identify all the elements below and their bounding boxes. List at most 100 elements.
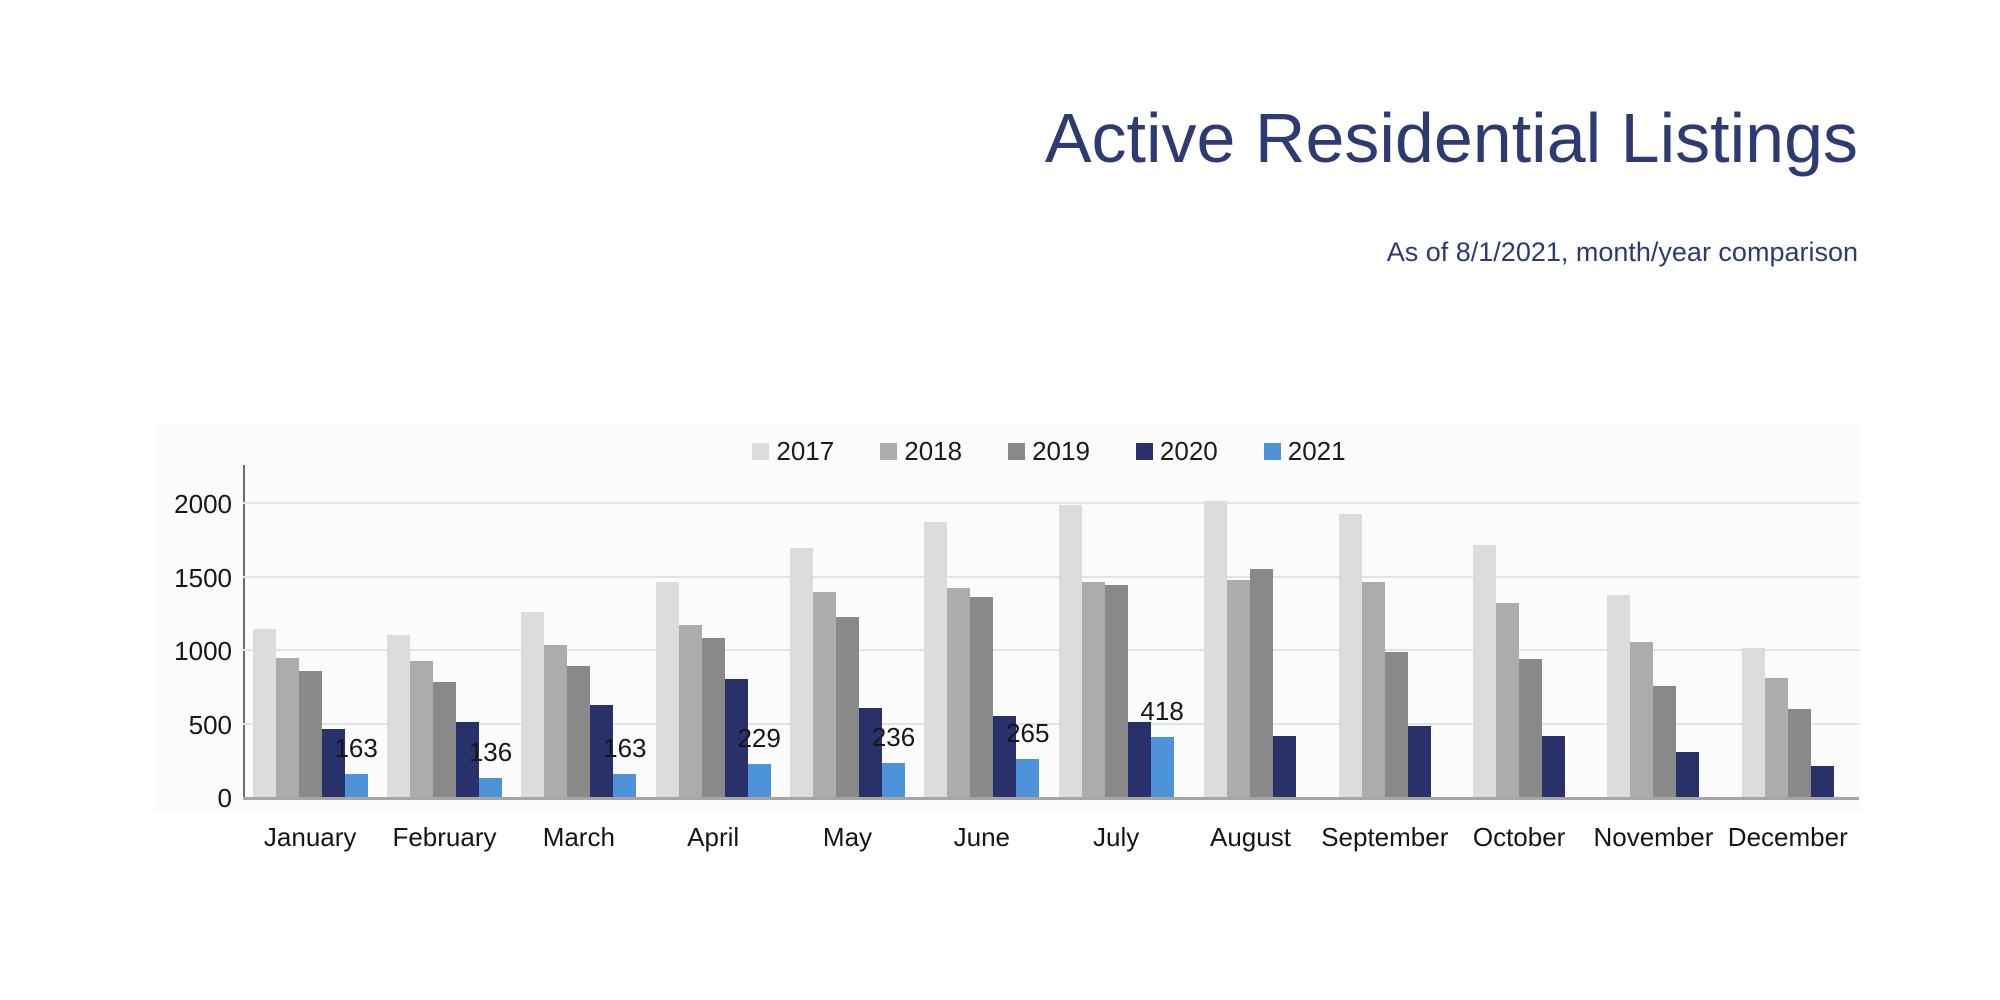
month-cluster-may: 236	[780, 465, 915, 798]
legend-item-2019: 2019	[1008, 436, 1090, 467]
bar-2020-may	[858, 708, 882, 798]
bar-2018-june	[947, 587, 971, 798]
bar-2020-november	[1676, 752, 1700, 798]
bar-2018-march	[544, 645, 568, 798]
month-cluster-october	[1452, 465, 1586, 798]
x-label-january: January	[263, 822, 357, 852]
bar-2020-february	[455, 722, 479, 798]
month-cluster-august	[1183, 465, 1317, 798]
page-title: Active Residential Listings	[1044, 99, 1858, 177]
bar-2017-december	[1741, 648, 1765, 798]
bar-2020-october	[1542, 736, 1566, 798]
bar-2020-september	[1407, 725, 1431, 798]
legend-swatch-2018	[880, 443, 898, 460]
month-cluster-december	[1721, 465, 1855, 798]
bar-2017-february	[386, 634, 410, 798]
y-tick-1000: 1000	[174, 636, 232, 666]
legend-item-2018: 2018	[880, 436, 962, 467]
x-label-april: April	[687, 822, 740, 852]
legend-item-2021: 2021	[1263, 436, 1346, 467]
y-tick-2000: 2000	[174, 489, 232, 519]
bar-2017-july	[1058, 505, 1082, 798]
bar-2018-july	[1081, 581, 1105, 798]
bar-2017-september	[1338, 514, 1362, 798]
bar-value-label-2021-may: 236	[871, 722, 916, 753]
bar-value-label-2021-june: 265	[1006, 718, 1050, 749]
legend-label-2017: 2017	[776, 436, 835, 466]
bar-2019-july	[1104, 584, 1128, 798]
legend-swatch-2020	[1135, 443, 1153, 460]
month-cluster-april: 229	[646, 465, 781, 798]
x-label-september: September	[1321, 822, 1449, 852]
bar-2017-june	[924, 521, 948, 798]
legend-label-2019: 2019	[1032, 436, 1090, 466]
bar-clusters: 163 136 163 229 236 265 418	[243, 465, 1855, 798]
chart-legend: 2017 2018 2019 2020 2021	[243, 436, 1855, 467]
bar-2019-august	[1250, 568, 1274, 798]
y-tick-0: 0	[217, 783, 232, 813]
x-label-march: March	[542, 822, 615, 852]
bar-2019-may	[835, 617, 859, 798]
month-cluster-march: 163	[512, 465, 647, 798]
bar-2019-june	[970, 596, 994, 798]
month-cluster-january: 163	[243, 465, 378, 798]
bar-2019-october	[1519, 659, 1543, 798]
bar-2017-january	[252, 628, 276, 798]
legend-swatch-2021	[1263, 443, 1281, 460]
bar-2021-march: 163	[603, 733, 647, 798]
bar-2018-may	[812, 592, 836, 798]
bar-2019-september	[1384, 652, 1408, 798]
bar-2019-december	[1787, 709, 1811, 798]
bar-2021-january: 163	[334, 733, 378, 798]
bar-2018-april	[678, 624, 702, 798]
bar-2020-april	[724, 678, 748, 798]
y-tick-500: 500	[188, 709, 232, 740]
bar-2017-march	[521, 612, 545, 798]
legend-label-2018: 2018	[904, 436, 963, 466]
plot-area: 163 136 163 229 236 265 418	[243, 465, 1859, 800]
gridline-500	[243, 722, 1859, 725]
bar-2021-july: 418	[1140, 696, 1184, 798]
page-subtitle: As of 8/1/2021, month/year comparison	[1386, 237, 1858, 267]
bar-2019-march	[567, 665, 591, 798]
bar-value-label-2021-july: 418	[1140, 695, 1184, 726]
bar-2021-february: 136	[469, 737, 512, 798]
bar-2019-april	[701, 637, 725, 798]
y-tick-1500: 1500	[174, 562, 232, 593]
legend-item-2020: 2020	[1135, 436, 1218, 467]
x-label-october: October	[1472, 822, 1566, 852]
bar-value-label-2021-january: 163	[334, 733, 378, 764]
bar-2021-may: 236	[872, 722, 915, 798]
x-label-december: December	[1727, 822, 1848, 852]
legend-swatch-2017	[752, 443, 770, 460]
bar-2020-june	[993, 715, 1017, 798]
bar-2018-february	[409, 661, 433, 798]
bar-value-label-2021-february: 136	[468, 737, 513, 768]
month-cluster-november	[1586, 465, 1720, 798]
bar-2021-june: 265	[1006, 718, 1049, 798]
legend-label-2020: 2020	[1159, 436, 1218, 466]
bar-2020-december	[1810, 766, 1834, 798]
month-cluster-february: 136	[377, 465, 512, 798]
month-cluster-september	[1318, 465, 1452, 798]
gridline-2000	[243, 502, 1859, 504]
bar-value-label-2021-april: 229	[737, 723, 781, 754]
bar-2018-august	[1227, 580, 1251, 798]
y-axis-line	[243, 465, 245, 798]
bar-2018-december	[1764, 678, 1788, 798]
bar-2017-may	[789, 548, 813, 798]
bar-2019-january	[298, 670, 322, 798]
bar-2018-january	[275, 657, 299, 798]
bar-2017-april	[655, 581, 679, 798]
bar-2018-october	[1496, 602, 1520, 798]
bar-2017-august	[1204, 501, 1228, 798]
month-cluster-june: 265	[915, 465, 1049, 798]
bar-2018-november	[1630, 642, 1654, 798]
bar-2020-january	[321, 728, 345, 798]
bar-2021-april: 229	[737, 723, 781, 798]
bar-value-label-2021-march: 163	[603, 733, 647, 764]
bar-2019-november	[1653, 686, 1677, 798]
x-label-february: February	[392, 822, 497, 852]
gridline-1000	[243, 649, 1859, 651]
